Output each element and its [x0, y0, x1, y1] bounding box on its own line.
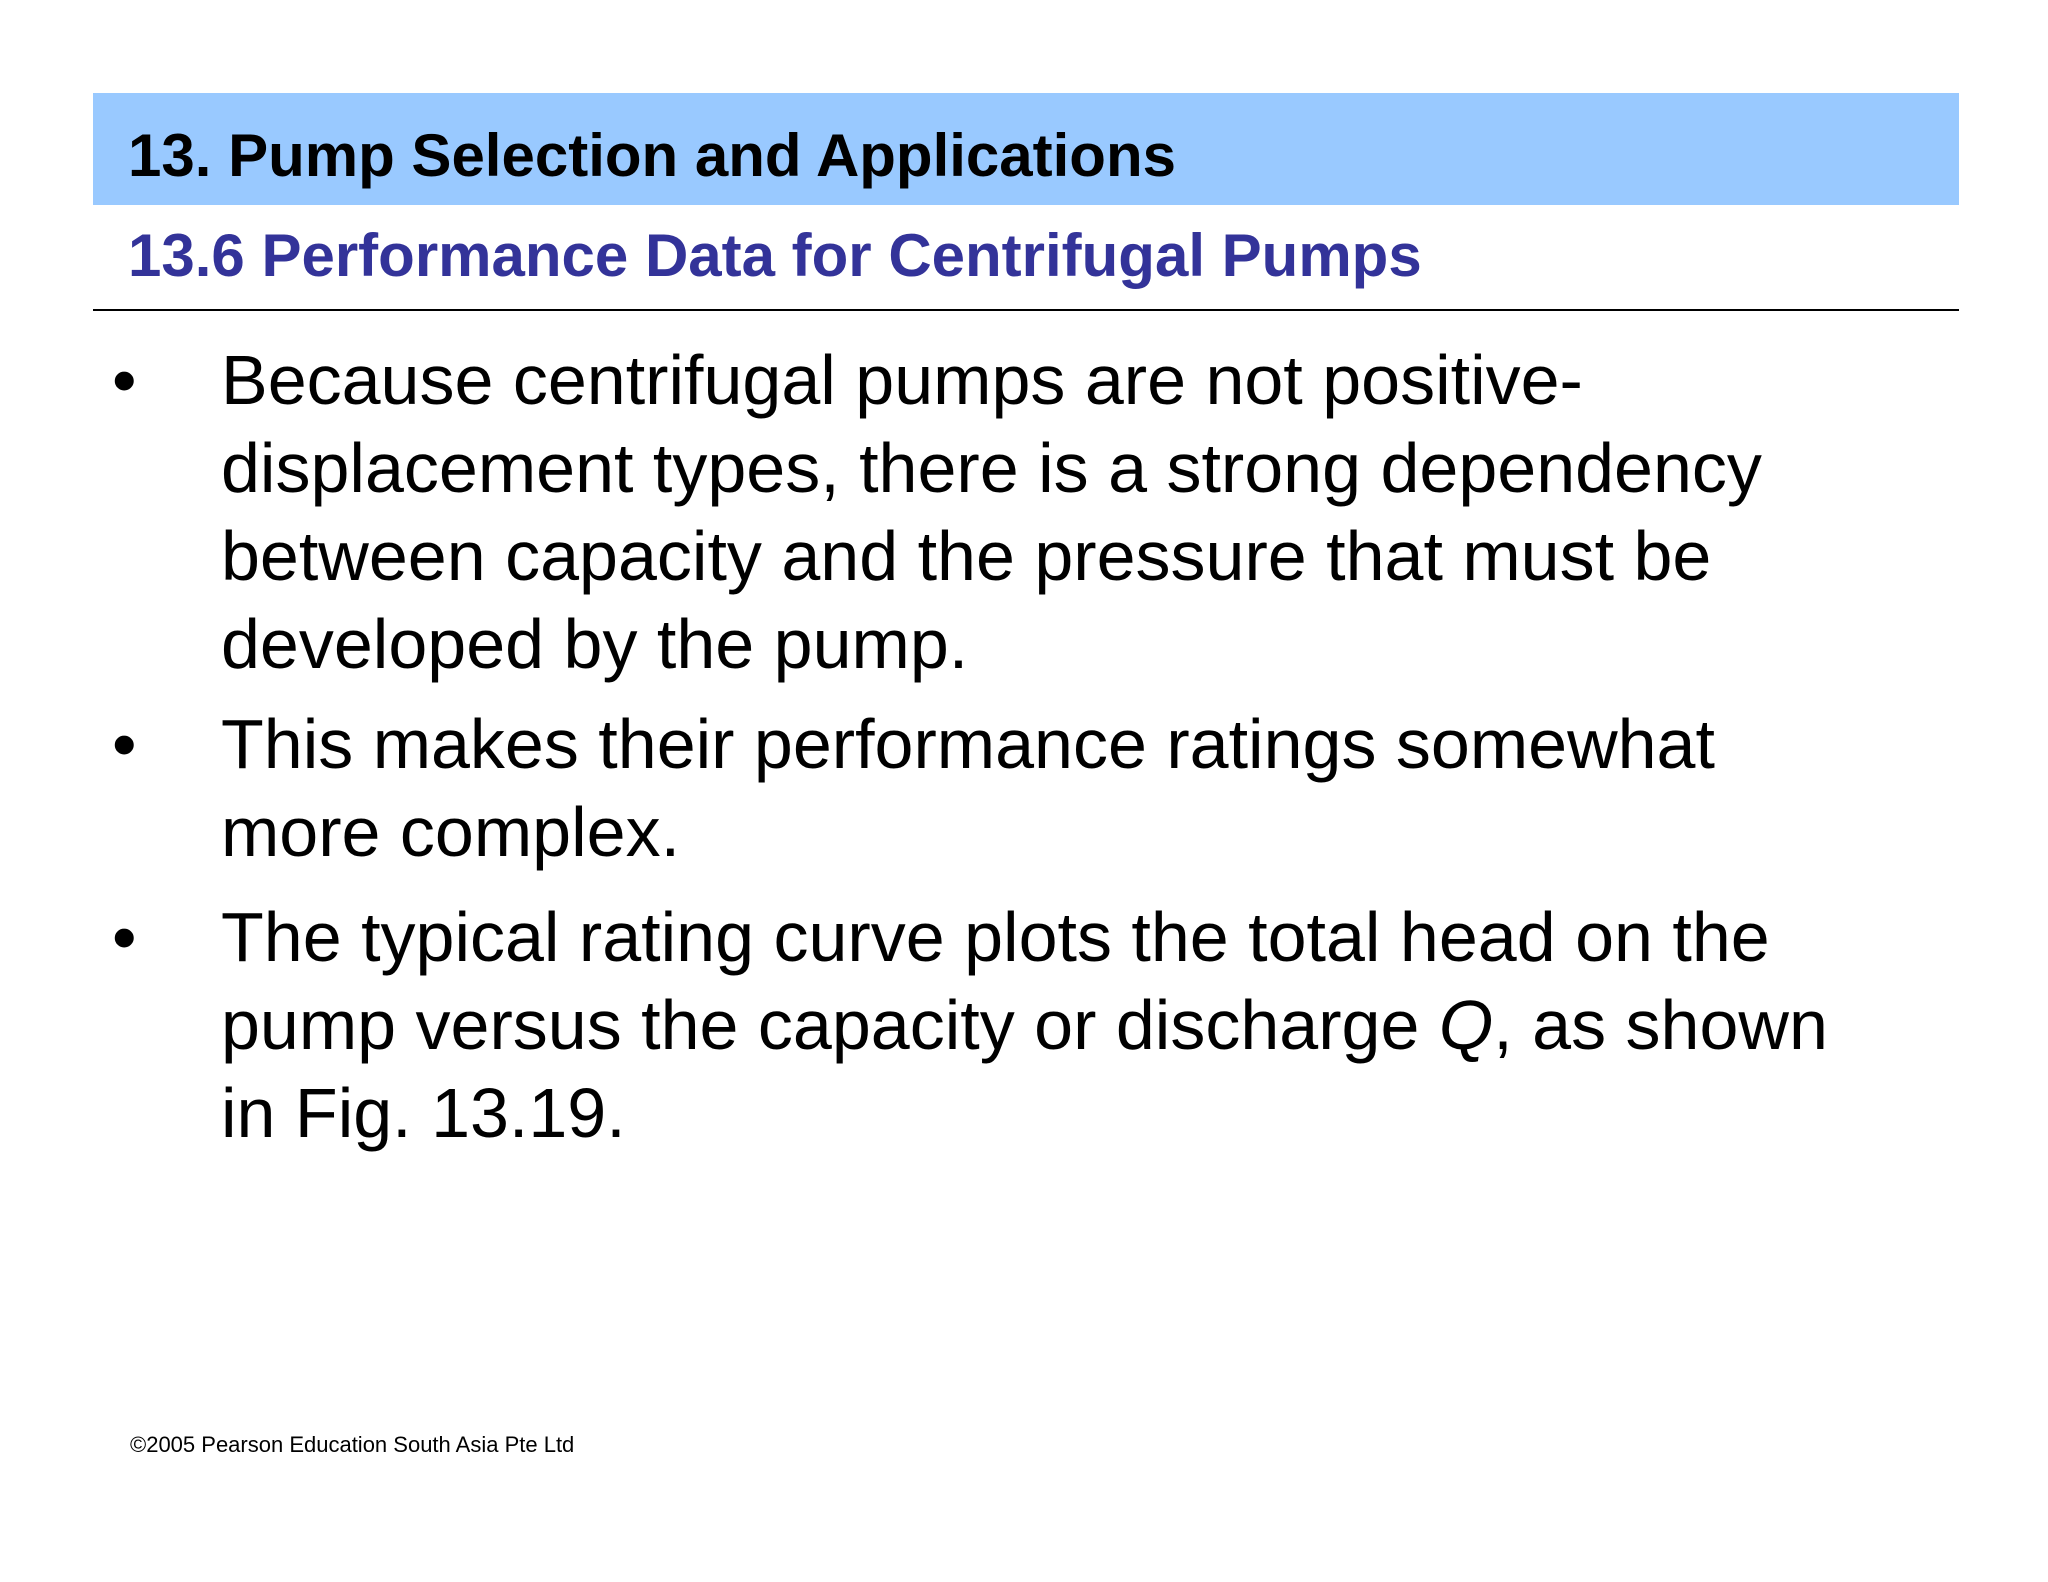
bullet-text: This makes their performance ratings som…	[221, 700, 1961, 876]
bullet-line: between capacity and the pressure that m…	[221, 517, 1712, 595]
bullet-line: in Fig. 13.19.	[221, 1074, 626, 1152]
bullet-marker: •	[112, 341, 137, 419]
title-bar	[93, 93, 1959, 205]
title-divider	[93, 309, 1959, 311]
bullet-line: displacement types, there is a strong de…	[221, 429, 1762, 507]
bullet-line: more complex.	[221, 793, 681, 871]
discharge-symbol: Q	[1438, 986, 1494, 1064]
bullet-line: Because centrifugal pumps are not positi…	[221, 341, 1583, 419]
bullet-line: This makes their performance ratings som…	[221, 705, 1715, 783]
bullet-line: developed by the pump.	[221, 605, 969, 683]
bullet-marker: •	[112, 705, 137, 783]
section-title: 13.6 Performance Data for Centrifugal Pu…	[128, 222, 1422, 289]
bullet-line: pump versus the capacity or discharge Q,…	[221, 981, 1961, 1069]
chapter-title: 13. Pump Selection and Applications	[128, 122, 1176, 189]
bullet-marker: •	[112, 898, 137, 976]
bullet-line-segment: , as shown	[1493, 986, 1828, 1064]
bullet-line-segment: pump versus the capacity or discharge	[221, 986, 1439, 1064]
bullet-text: Because centrifugal pumps are not positi…	[221, 336, 1961, 688]
copyright-footer: ©2005 Pearson Education South Asia Pte L…	[130, 1432, 575, 1457]
bullet-text: The typical rating curve plots the total…	[221, 893, 1961, 1157]
bullet-line: The typical rating curve plots the total…	[221, 898, 1770, 976]
